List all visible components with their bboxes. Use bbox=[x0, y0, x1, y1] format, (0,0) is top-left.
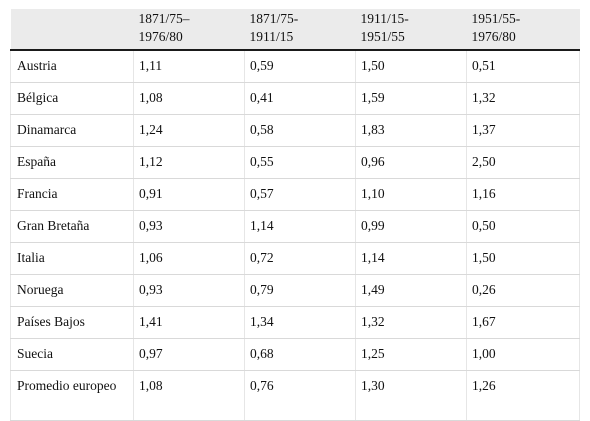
header-cell-period-4: 1951/55- 1976/80 bbox=[466, 9, 580, 51]
value-cell: 1,50 bbox=[466, 242, 580, 275]
header-line: 1976/80 bbox=[471, 29, 516, 44]
table-row: Noruega 0,93 0,79 1,49 0,26 bbox=[10, 274, 580, 307]
header-line: 1976/80 bbox=[138, 29, 183, 44]
header-cell-period-1: 1871/75– 1976/80 bbox=[133, 9, 245, 51]
value-cell: 0,68 bbox=[244, 338, 356, 371]
value-cell: 0,59 bbox=[244, 50, 356, 83]
table-body: Austria 1,11 0,59 1,50 0,51 Bélgica 1,08… bbox=[10, 50, 580, 421]
value-cell: 0,41 bbox=[244, 82, 356, 115]
value-cell: 1,50 bbox=[355, 50, 467, 83]
table-row: Austria 1,11 0,59 1,50 0,51 bbox=[10, 50, 580, 83]
value-cell: 0,91 bbox=[133, 178, 245, 211]
value-cell: 0,99 bbox=[355, 210, 467, 243]
value-cell: 1,24 bbox=[133, 114, 245, 147]
value-cell: 1,59 bbox=[355, 82, 467, 115]
value-cell: 1,41 bbox=[133, 306, 245, 339]
value-cell: 0,93 bbox=[133, 210, 245, 243]
value-cell: 0,58 bbox=[244, 114, 356, 147]
value-cell: 1,12 bbox=[133, 146, 245, 179]
value-cell: 1,25 bbox=[355, 338, 467, 371]
value-cell: 1,14 bbox=[355, 242, 467, 275]
table-row: Dinamarca 1,24 0,58 1,83 1,37 bbox=[10, 114, 580, 147]
country-cell: Dinamarca bbox=[10, 114, 134, 147]
header-line: 1951/55- bbox=[471, 11, 521, 26]
value-cell: 0,79 bbox=[244, 274, 356, 307]
value-cell: 0,72 bbox=[244, 242, 356, 275]
table-header: 1871/75– 1976/80 1871/75- 1911/15 1911/1… bbox=[10, 9, 580, 51]
table-row: Gran Bretaña 0,93 1,14 0,99 0,50 bbox=[10, 210, 580, 243]
value-cell: 1,37 bbox=[466, 114, 580, 147]
value-cell: 1,08 bbox=[133, 82, 245, 115]
country-cell: Italia bbox=[10, 242, 134, 275]
country-cell: Austria bbox=[10, 50, 134, 83]
value-cell: 1,10 bbox=[355, 178, 467, 211]
value-cell: 1,83 bbox=[355, 114, 467, 147]
value-cell: 1,32 bbox=[466, 82, 580, 115]
header-line: 1911/15- bbox=[360, 11, 409, 26]
table-row: Suecia 0,97 0,68 1,25 1,00 bbox=[10, 338, 580, 371]
data-table: 1871/75– 1976/80 1871/75- 1911/15 1911/1… bbox=[10, 9, 580, 421]
data-table-container: 1871/75– 1976/80 1871/75- 1911/15 1911/1… bbox=[10, 9, 580, 421]
table-row-average: Promedio europeo 1,08 0,76 1,30 1,26 bbox=[10, 370, 580, 421]
table-row: España 1,12 0,55 0,96 2,50 bbox=[10, 146, 580, 179]
country-cell: España bbox=[10, 146, 134, 179]
country-cell: Francia bbox=[10, 178, 134, 211]
header-cell-period-3: 1911/15- 1951/55 bbox=[355, 9, 467, 51]
header-row: 1871/75– 1976/80 1871/75- 1911/15 1911/1… bbox=[10, 9, 580, 51]
country-cell: Gran Bretaña bbox=[10, 210, 134, 243]
header-cell-period-2: 1871/75- 1911/15 bbox=[244, 9, 356, 51]
value-cell: 1,34 bbox=[244, 306, 356, 339]
value-cell: 1,11 bbox=[133, 50, 245, 83]
country-cell: Promedio europeo bbox=[10, 370, 134, 421]
value-cell: 1,08 bbox=[133, 370, 245, 421]
value-cell: 1,67 bbox=[466, 306, 580, 339]
header-line: 1871/75– bbox=[138, 11, 190, 26]
header-line: 1951/55 bbox=[360, 29, 405, 44]
value-cell: 1,00 bbox=[466, 338, 580, 371]
table-row: Bélgica 1,08 0,41 1,59 1,32 bbox=[10, 82, 580, 115]
value-cell: 0,96 bbox=[355, 146, 467, 179]
value-cell: 0,93 bbox=[133, 274, 245, 307]
country-cell: Países Bajos bbox=[10, 306, 134, 339]
value-cell: 1,16 bbox=[466, 178, 580, 211]
value-cell: 0,76 bbox=[244, 370, 356, 421]
country-cell: Noruega bbox=[10, 274, 134, 307]
header-line: 1871/75- bbox=[249, 11, 299, 26]
country-cell: Bélgica bbox=[10, 82, 134, 115]
value-cell: 1,49 bbox=[355, 274, 467, 307]
country-cell: Suecia bbox=[10, 338, 134, 371]
value-cell: 0,97 bbox=[133, 338, 245, 371]
value-cell: 0,26 bbox=[466, 274, 580, 307]
value-cell: 1,26 bbox=[466, 370, 580, 421]
value-cell: 1,30 bbox=[355, 370, 467, 421]
value-cell: 1,32 bbox=[355, 306, 467, 339]
header-cell-empty bbox=[10, 9, 134, 51]
value-cell: 1,06 bbox=[133, 242, 245, 275]
value-cell: 1,14 bbox=[244, 210, 356, 243]
table-row: Italia 1,06 0,72 1,14 1,50 bbox=[10, 242, 580, 275]
value-cell: 0,57 bbox=[244, 178, 356, 211]
table-row: Francia 0,91 0,57 1,10 1,16 bbox=[10, 178, 580, 211]
value-cell: 2,50 bbox=[466, 146, 580, 179]
header-line: 1911/15 bbox=[249, 29, 294, 44]
value-cell: 0,51 bbox=[466, 50, 580, 83]
value-cell: 0,50 bbox=[466, 210, 580, 243]
table-row: Países Bajos 1,41 1,34 1,32 1,67 bbox=[10, 306, 580, 339]
value-cell: 0,55 bbox=[244, 146, 356, 179]
